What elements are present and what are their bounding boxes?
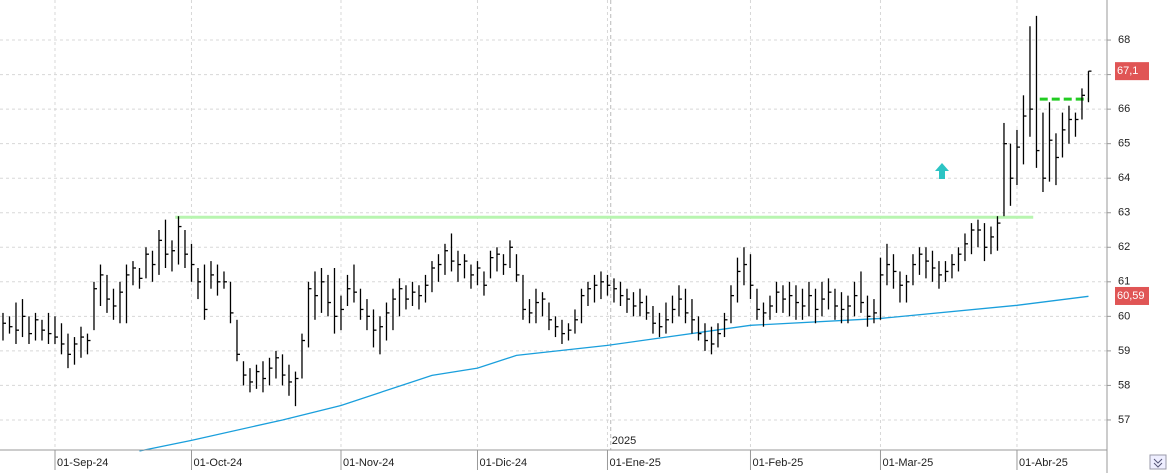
year-label: 2025 [612, 435, 636, 447]
buy-arrow [935, 163, 949, 179]
y-tick-label: 58 [1118, 379, 1130, 391]
price-tag [1115, 62, 1149, 81]
x-tick-label: 01-Feb-25 [752, 457, 803, 469]
y-tick-label: 60 [1118, 310, 1130, 322]
scroll-button[interactable] [1149, 454, 1167, 470]
x-tick-label: 01-Nov-24 [343, 457, 394, 469]
price-tag-label: 67,1 [1117, 65, 1138, 77]
moving-average [139, 295, 1089, 452]
x-tick-label: 01-Oct-24 [193, 457, 242, 469]
x-tick-label: 01-Dic-24 [479, 457, 527, 469]
x-tick-label: 01-Ene-25 [609, 457, 660, 469]
y-tick-label: 59 [1118, 345, 1130, 357]
x-tick-label: 01-Mar-25 [882, 457, 933, 469]
y-tick-label: 57 [1118, 414, 1130, 426]
y-tick-label: 65 [1118, 138, 1130, 150]
y-tick-label: 63 [1118, 207, 1130, 219]
x-tick-label: 01-Sep-24 [57, 457, 108, 469]
price-tag-label: 60,59 [1117, 290, 1145, 302]
x-tick-label: 01-Abr-25 [1019, 457, 1068, 469]
bars-layer [2, 15, 1092, 407]
lines-layer [139, 97, 1089, 452]
scroll-icon [1153, 458, 1163, 468]
y-tick-label: 66 [1118, 103, 1130, 115]
price-tag [1115, 286, 1149, 305]
y-tick-label: 68 [1118, 34, 1130, 46]
axis-layer: 57585960616263646566676801-Sep-2401-Oct-… [54, 34, 1149, 470]
y-tick-label: 61 [1118, 276, 1130, 288]
y-tick-label: 64 [1118, 172, 1130, 184]
y-tick-label: 62 [1118, 241, 1130, 253]
